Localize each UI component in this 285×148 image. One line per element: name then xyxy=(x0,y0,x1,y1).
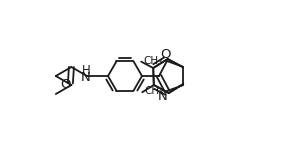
Text: CH₃: CH₃ xyxy=(143,56,162,66)
Text: CH₃: CH₃ xyxy=(144,86,164,96)
Text: O: O xyxy=(60,78,71,91)
Text: H: H xyxy=(82,63,90,77)
Text: N: N xyxy=(81,70,91,83)
Text: O: O xyxy=(161,49,171,61)
Text: N: N xyxy=(158,90,168,103)
